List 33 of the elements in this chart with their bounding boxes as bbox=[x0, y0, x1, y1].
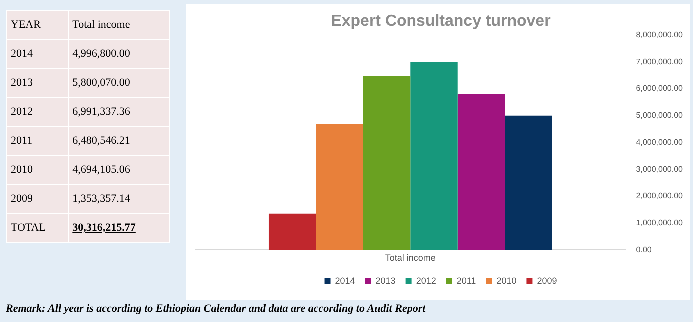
text: 2014 bbox=[11, 48, 33, 60]
text: 2010 bbox=[11, 164, 33, 176]
category-label: Total income bbox=[72, 19, 130, 31]
text: 1,353,357.14 bbox=[68, 184, 170, 214]
y-tick-label: 6,000,000.00 bbox=[636, 84, 684, 94]
y-tick-label: 2,000,000.00 bbox=[636, 192, 684, 201]
y-tick-label: 5,000,000.00 bbox=[636, 111, 684, 120]
legend-label: 2014 bbox=[335, 276, 356, 286]
legend-label: 2013 bbox=[376, 276, 396, 286]
text: 2013 bbox=[11, 77, 33, 89]
y-tick-label: 4,000,000.00 bbox=[636, 138, 684, 147]
text: TOTAL bbox=[6, 214, 68, 242]
text: 2012 bbox=[11, 106, 33, 118]
chart-title: Expert Consultancy turnover bbox=[331, 13, 551, 30]
text: 2009 bbox=[11, 193, 33, 205]
text: Remark: All year is according to Ethiopian Calendar and data are according to Audit Report bbox=[6, 303, 426, 315]
text: 5,800,070.00 bbox=[68, 68, 170, 98]
legend-label: 2010 bbox=[496, 276, 517, 286]
legend-label: 2009 bbox=[537, 276, 558, 286]
text: 30,316,215.77 bbox=[68, 214, 170, 242]
y-tick-label: 0.00 bbox=[636, 245, 652, 254]
text: 6,480,546.21 bbox=[68, 126, 170, 156]
legend-label: 2012 bbox=[416, 276, 436, 286]
legend-label: 2011 bbox=[456, 276, 476, 286]
y-tick-label: 7,000,000.00 bbox=[636, 57, 684, 66]
text: 6,991,337.36 bbox=[68, 98, 170, 126]
y-tick-label: 1,000,000.00 bbox=[636, 218, 684, 228]
text: 2011 bbox=[11, 135, 33, 147]
text: 4,694,105.06 bbox=[68, 156, 170, 184]
text: YEAR bbox=[6, 10, 68, 40]
y-tick-label: 8,000,000.00 bbox=[636, 30, 684, 40]
text: 4,996,800.00 bbox=[68, 40, 170, 68]
y-tick-label: 3,000,000.00 bbox=[636, 164, 684, 174]
